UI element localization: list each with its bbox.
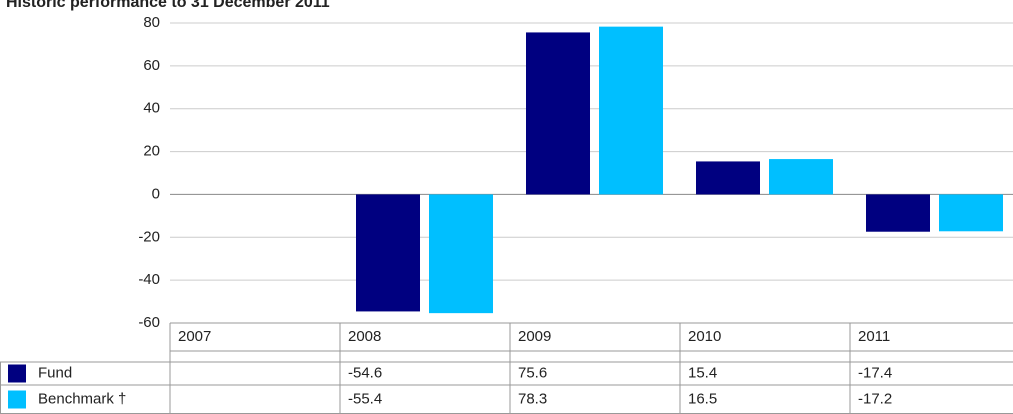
y-tick-label: 20 <box>143 143 160 160</box>
bar <box>599 26 663 195</box>
bar <box>696 161 760 195</box>
bar <box>866 194 930 232</box>
y-tick-label: 0 <box>152 185 160 202</box>
chart-title: Historic performance to 31 December 2011 <box>6 0 330 11</box>
table-value: 78.3 <box>518 390 547 407</box>
bar <box>356 194 420 312</box>
y-tick-label: -60 <box>138 314 160 331</box>
y-tick-label: 40 <box>143 100 160 117</box>
x-tick-label: 2008 <box>348 328 381 345</box>
y-tick-label: -40 <box>138 271 160 288</box>
legend-label: Benchmark † <box>38 390 126 407</box>
legend-swatch <box>8 390 26 409</box>
y-tick-label: 80 <box>143 14 160 31</box>
legend-swatch <box>8 364 26 383</box>
y-tick-label: -20 <box>138 228 160 245</box>
x-tick-label: 2011 <box>858 328 890 345</box>
table-value: -54.6 <box>348 364 382 381</box>
x-tick-label: 2010 <box>688 328 721 345</box>
bar <box>526 32 590 195</box>
x-tick-label: 2007 <box>178 328 211 345</box>
table-value: -17.4 <box>858 364 892 381</box>
bar <box>769 159 833 195</box>
table-value: -55.4 <box>348 390 382 407</box>
table-value: 75.6 <box>518 364 547 381</box>
table-value: 16.5 <box>688 390 717 407</box>
bar <box>429 194 493 314</box>
y-tick-label: 60 <box>143 57 160 74</box>
legend-label: Fund <box>38 364 72 381</box>
x-tick-label: 2009 <box>518 328 551 345</box>
table-value: -17.2 <box>858 390 892 407</box>
bar <box>939 194 1003 232</box>
table-value: 15.4 <box>688 364 717 381</box>
